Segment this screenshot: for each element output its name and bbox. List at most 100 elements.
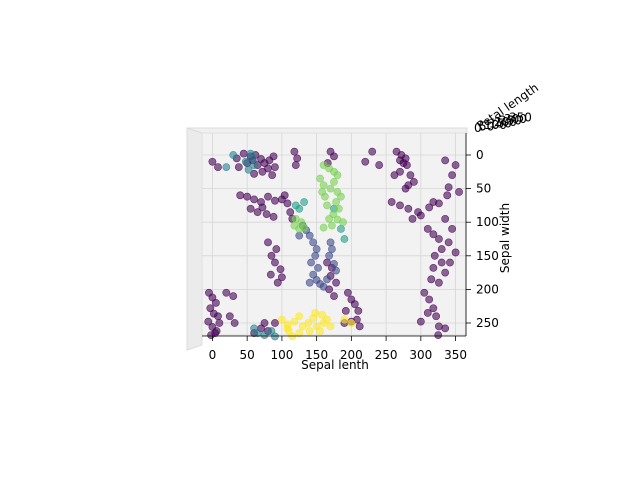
x-tick-label: 50: [240, 348, 255, 362]
data-point: [335, 205, 342, 212]
data-point: [442, 269, 449, 276]
data-point: [287, 209, 294, 216]
data-point: [264, 239, 271, 246]
data-point: [435, 200, 442, 207]
data-point: [330, 178, 337, 185]
y-tick-label: 0: [476, 148, 484, 162]
data-point: [306, 327, 313, 334]
data-point: [313, 245, 320, 252]
data-point: [442, 215, 449, 222]
data-point: [271, 259, 278, 266]
data-point: [223, 289, 230, 296]
data-point: [271, 163, 278, 170]
data-point: [444, 192, 451, 199]
data-point: [442, 157, 449, 164]
data-point: [424, 309, 431, 316]
data-point: [452, 249, 459, 256]
data-point: [328, 222, 335, 229]
data-point: [426, 296, 433, 303]
x-tick-label: 250: [375, 348, 398, 362]
data-point: [312, 309, 319, 316]
data-point: [330, 260, 337, 267]
data-point: [230, 293, 237, 300]
data-point: [341, 316, 348, 323]
data-point: [284, 200, 291, 207]
data-point: [341, 235, 348, 242]
data-point: [296, 313, 303, 320]
data-point: [328, 245, 335, 252]
data-point: [212, 299, 219, 306]
data-point: [449, 225, 456, 232]
data-point: [402, 185, 409, 192]
data-point: [332, 267, 339, 274]
data-point: [431, 252, 438, 259]
data-point: [292, 161, 299, 168]
data-point: [284, 325, 291, 332]
data-point: [327, 239, 334, 246]
data-point: [235, 163, 242, 170]
data-point: [240, 150, 247, 157]
data-point: [261, 319, 268, 326]
data-point: [327, 323, 334, 330]
x-tick-label: 100: [270, 348, 293, 362]
data-point: [407, 172, 414, 179]
y-tick-label: 100: [476, 215, 499, 229]
data-point: [405, 205, 412, 212]
y-tick-label: 200: [476, 282, 499, 296]
data-point: [438, 245, 445, 252]
y-tick-labels: 0 50 100 150 200 250: [466, 148, 499, 330]
data-point: [216, 319, 223, 326]
data-point: [214, 313, 221, 320]
data-point: [330, 153, 337, 160]
data-point: [271, 197, 278, 204]
data-point: [355, 307, 362, 314]
data-point: [251, 196, 258, 203]
data-point: [289, 333, 296, 340]
data-point: [301, 198, 308, 205]
data-point: [237, 192, 244, 199]
data-point: [296, 329, 303, 336]
data-point: [323, 276, 330, 283]
x-tick-label: 350: [444, 348, 467, 362]
data-point: [270, 213, 277, 220]
data-point: [261, 331, 268, 338]
data-point: [334, 172, 341, 179]
data-point: [294, 155, 301, 162]
data-point: [326, 215, 333, 222]
data-point: [247, 205, 254, 212]
data-point: [327, 185, 334, 192]
data-point: [449, 172, 456, 179]
data-point: [231, 319, 238, 326]
data-point: [212, 329, 219, 336]
data-point: [424, 225, 431, 232]
data-point: [269, 172, 276, 179]
data-point: [264, 193, 271, 200]
data-point: [301, 224, 308, 231]
x-tick-label: 300: [409, 348, 432, 362]
data-point: [274, 279, 281, 286]
data-point: [446, 259, 453, 266]
y-axis-label: Sepal width: [498, 203, 512, 273]
data-point: [337, 225, 344, 232]
data-point: [435, 331, 442, 338]
data-point: [245, 166, 252, 173]
data-point: [230, 151, 237, 158]
data-point: [435, 279, 442, 286]
data-point: [332, 198, 339, 205]
data-point: [433, 313, 440, 320]
data-point: [223, 163, 230, 170]
data-point: [249, 155, 256, 162]
data-point: [310, 239, 317, 246]
data-point: [438, 259, 445, 266]
data-point: [209, 158, 216, 165]
data-point: [388, 198, 395, 205]
data-point: [455, 188, 462, 195]
data-point: [320, 283, 327, 290]
data-point: [348, 319, 355, 326]
data-point: [417, 318, 424, 325]
data-point: [254, 329, 261, 336]
data-point: [242, 158, 249, 165]
data-point: [342, 307, 349, 314]
data-point: [428, 276, 435, 283]
data-point: [376, 161, 383, 168]
